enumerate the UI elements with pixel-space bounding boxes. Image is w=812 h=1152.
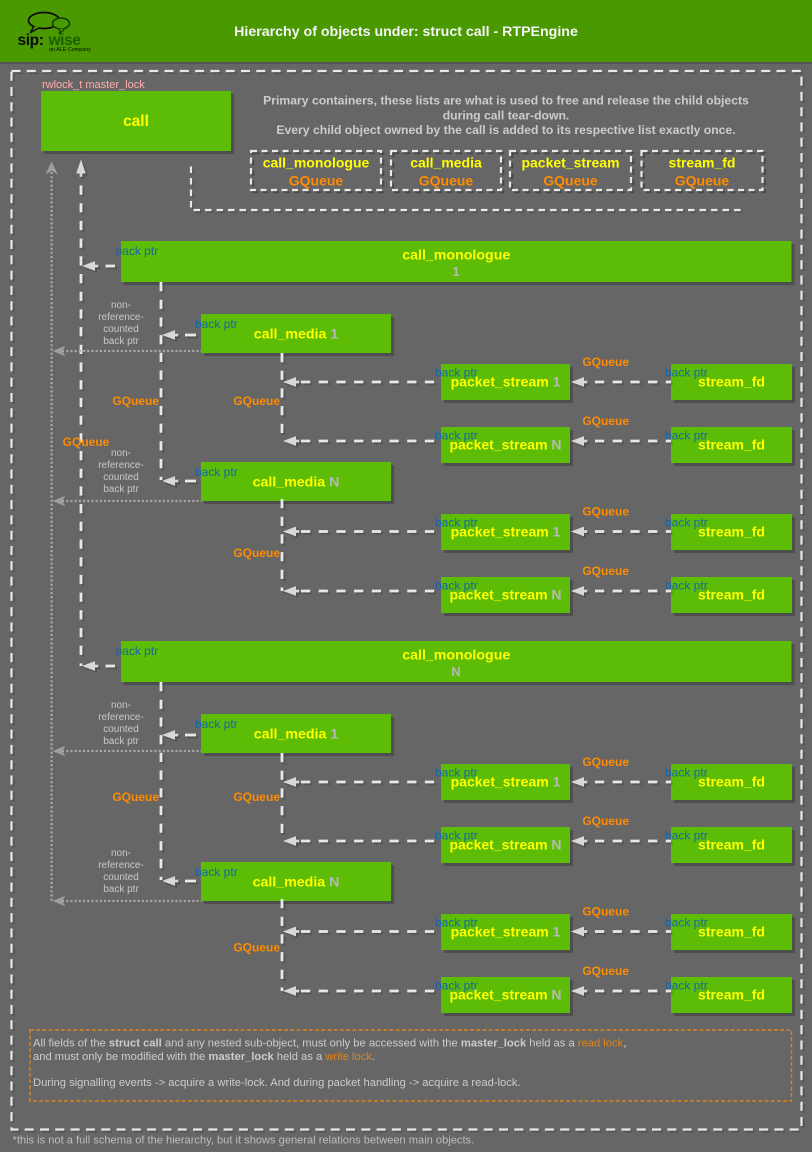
svg-text:back ptr: back ptr bbox=[195, 465, 238, 479]
svg-text:call_monologue: call_monologue bbox=[402, 648, 510, 664]
svg-text:and must only be modified with: and must only be modified with the maste… bbox=[33, 1051, 375, 1063]
svg-text:back ptr: back ptr bbox=[435, 579, 478, 593]
svg-text:Primary containers, these list: Primary containers, these lists are what… bbox=[263, 94, 749, 108]
svg-text:GQueue: GQueue bbox=[112, 790, 159, 804]
svg-text:stream_fd: stream_fd bbox=[698, 587, 765, 603]
svg-text:During signalling events -> ac: During signalling events -> acquire a wr… bbox=[33, 1077, 521, 1089]
svg-text:packet_stream 1: packet_stream 1 bbox=[451, 524, 561, 540]
svg-text:call_monologue: call_monologue bbox=[402, 248, 510, 264]
svg-text:Every child object owned by th: Every child object owned by the call is … bbox=[276, 123, 735, 137]
svg-text:stream_fd: stream_fd bbox=[698, 987, 765, 1003]
svg-text:back ptr: back ptr bbox=[435, 516, 478, 530]
svg-text:N: N bbox=[451, 664, 460, 679]
svg-text:non-: non- bbox=[111, 448, 131, 459]
svg-text:GQueue: GQueue bbox=[675, 173, 730, 189]
svg-text:back ptr: back ptr bbox=[665, 366, 708, 380]
svg-text:counted: counted bbox=[103, 324, 139, 335]
svg-text:stream_fd: stream_fd bbox=[698, 437, 765, 453]
svg-text:GQueue: GQueue bbox=[233, 790, 280, 804]
svg-text:stream_fd: stream_fd bbox=[669, 155, 736, 171]
svg-text:GQueue: GQueue bbox=[582, 814, 629, 828]
svg-text:back ptr: back ptr bbox=[103, 484, 139, 495]
svg-text:back ptr: back ptr bbox=[103, 736, 139, 747]
svg-text:back ptr: back ptr bbox=[665, 829, 708, 843]
svg-text:back ptr: back ptr bbox=[665, 429, 708, 443]
svg-text:reference-: reference- bbox=[98, 460, 144, 471]
svg-text:call_media N: call_media N bbox=[253, 475, 340, 491]
svg-text:packet_stream N: packet_stream N bbox=[449, 987, 561, 1003]
svg-text:back ptr: back ptr bbox=[665, 579, 708, 593]
svg-text:GQueue: GQueue bbox=[63, 435, 110, 449]
svg-text:*this is not a full schema of: *this is not a full schema of the hierar… bbox=[13, 1135, 475, 1147]
svg-text:counted: counted bbox=[103, 872, 139, 883]
svg-text:GQueue: GQueue bbox=[233, 394, 280, 408]
svg-text:reference-: reference- bbox=[98, 860, 144, 871]
svg-text:packet_stream N: packet_stream N bbox=[449, 587, 561, 603]
svg-text:stream_fd: stream_fd bbox=[698, 524, 765, 540]
svg-text:counted: counted bbox=[103, 724, 139, 735]
svg-text:back ptr: back ptr bbox=[435, 916, 478, 930]
svg-text:GQueue: GQueue bbox=[233, 546, 280, 560]
svg-text:back ptr: back ptr bbox=[435, 429, 478, 443]
svg-text:call_media 1: call_media 1 bbox=[254, 327, 339, 343]
svg-text:back ptr: back ptr bbox=[195, 317, 238, 331]
svg-text:GQueue: GQueue bbox=[582, 755, 629, 769]
svg-text:call_media N: call_media N bbox=[253, 875, 340, 891]
svg-text:packet_stream 1: packet_stream 1 bbox=[451, 774, 561, 790]
svg-text:packet_stream N: packet_stream N bbox=[449, 837, 561, 853]
svg-text:GQueue: GQueue bbox=[419, 173, 474, 189]
svg-text:wise: wise bbox=[48, 32, 82, 49]
svg-text:stream_fd: stream_fd bbox=[698, 774, 765, 790]
svg-text:back ptr: back ptr bbox=[103, 336, 139, 347]
svg-text:call_monologue: call_monologue bbox=[263, 155, 370, 171]
svg-text:stream_fd: stream_fd bbox=[698, 837, 765, 853]
svg-text:back ptr: back ptr bbox=[665, 979, 708, 993]
svg-text:counted: counted bbox=[103, 472, 139, 483]
svg-text:back ptr: back ptr bbox=[435, 979, 478, 993]
svg-text:reference-: reference- bbox=[98, 712, 144, 723]
svg-text:packet_stream 1: packet_stream 1 bbox=[451, 924, 561, 940]
svg-text:non-: non- bbox=[111, 848, 131, 859]
svg-text:1: 1 bbox=[452, 264, 459, 279]
svg-text:during call tear-down.: during call tear-down. bbox=[443, 108, 570, 122]
svg-text:back ptr: back ptr bbox=[195, 717, 238, 731]
svg-text:call: call bbox=[123, 113, 149, 130]
svg-text:GQueue: GQueue bbox=[582, 564, 629, 578]
svg-text:non-: non- bbox=[111, 700, 131, 711]
svg-text:an ALE Company: an ALE Company bbox=[49, 47, 91, 53]
svg-text:All fields of the struct call: All fields of the struct call and any ne… bbox=[33, 1038, 626, 1050]
svg-text:GQueue: GQueue bbox=[582, 964, 629, 978]
svg-text:back ptr: back ptr bbox=[195, 865, 238, 879]
svg-text:GQueue: GQueue bbox=[112, 394, 159, 408]
svg-text:back ptr: back ptr bbox=[665, 516, 708, 530]
svg-text:back ptr: back ptr bbox=[435, 766, 478, 780]
svg-text:stream_fd: stream_fd bbox=[698, 924, 765, 940]
svg-text:GQueue: GQueue bbox=[582, 505, 629, 519]
svg-text:sip:: sip: bbox=[18, 32, 44, 49]
svg-text:GQueue: GQueue bbox=[582, 355, 629, 369]
svg-text:packet_stream: packet_stream bbox=[521, 155, 619, 171]
svg-text:back ptr: back ptr bbox=[116, 644, 159, 658]
svg-text:call_media: call_media bbox=[410, 155, 482, 171]
svg-text:rwlock_t master_lock: rwlock_t master_lock bbox=[42, 79, 145, 91]
svg-text:GQueue: GQueue bbox=[543, 173, 598, 189]
svg-text:back ptr: back ptr bbox=[103, 884, 139, 895]
svg-text:back ptr: back ptr bbox=[665, 766, 708, 780]
svg-text:non-: non- bbox=[111, 300, 131, 311]
svg-text:GQueue: GQueue bbox=[582, 414, 629, 428]
svg-text:call_media 1: call_media 1 bbox=[254, 727, 339, 743]
svg-text:GQueue: GQueue bbox=[289, 173, 344, 189]
svg-text:GQueue: GQueue bbox=[582, 905, 629, 919]
svg-text:packet_stream 1: packet_stream 1 bbox=[451, 374, 561, 390]
svg-text:reference-: reference- bbox=[98, 312, 144, 323]
svg-text:back ptr: back ptr bbox=[665, 916, 708, 930]
svg-text:GQueue: GQueue bbox=[233, 941, 280, 955]
svg-text:back ptr: back ptr bbox=[435, 366, 478, 380]
svg-text:back ptr: back ptr bbox=[435, 829, 478, 843]
svg-text:packet_stream N: packet_stream N bbox=[449, 437, 561, 453]
svg-text:stream_fd: stream_fd bbox=[698, 374, 765, 390]
svg-text:Hierarchy of objects under: st: Hierarchy of objects under: struct call … bbox=[234, 24, 578, 40]
svg-text:back ptr: back ptr bbox=[116, 244, 159, 258]
